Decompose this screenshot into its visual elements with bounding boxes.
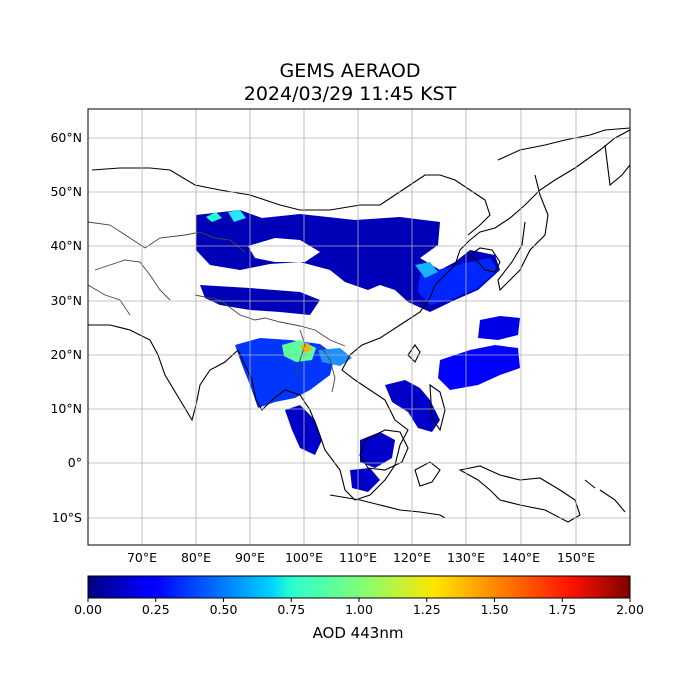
colorbar-tick-label: 1.00 [345, 602, 373, 617]
lon-tick-label: 80°E [180, 550, 212, 565]
lon-tick-label: 150°E [556, 550, 595, 565]
colorbar-ticks [87, 598, 631, 602]
lon-tick-label: 120°E [392, 550, 431, 565]
colorbar-tick-label: 0.75 [277, 602, 306, 617]
map-frame [87, 108, 631, 546]
colorbar-tick-label: 1.50 [480, 602, 509, 617]
lat-tick-label: 10°S [51, 510, 82, 525]
colorbar-label: AOD 443nm [312, 624, 404, 642]
colorbar-tick-label: 0.25 [141, 602, 170, 617]
lat-tick-label: 60°N [50, 130, 82, 145]
lat-tick-label: 50°N [50, 184, 82, 199]
colorbar-tick-label: 1.25 [412, 602, 441, 617]
aod-overlay [196, 210, 520, 492]
map-title: GEMS AERAOD [279, 60, 421, 82]
colorbar-tick-label: 0.00 [74, 602, 102, 617]
lat-tick-label: 20°N [50, 347, 82, 362]
gridlines [88, 109, 630, 545]
map-subtitle: 2024/03/29 11:45 KST [243, 83, 457, 105]
colorbar-tick-label: 0.50 [209, 602, 238, 617]
colorbar-tick-label: 1.75 [548, 602, 577, 617]
lon-tick-label: 100°E [284, 550, 323, 565]
colorbar [87, 575, 631, 599]
lat-tick-label: 40°N [50, 238, 82, 253]
lon-tick-label: 110°E [338, 550, 377, 565]
lon-tick-label: 90°E [234, 550, 266, 565]
lat-tick-label: 0° [67, 455, 82, 470]
lon-tick-label: 140°E [501, 550, 540, 565]
lat-tick-label: 30°N [50, 293, 82, 308]
country-borders [88, 221, 346, 393]
lon-tick-label: 70°E [126, 550, 158, 565]
lon-tick-label: 130°E [446, 550, 485, 565]
lat-tick-label: 10°N [50, 401, 82, 416]
colorbar-tick-label: 2.00 [616, 602, 644, 617]
